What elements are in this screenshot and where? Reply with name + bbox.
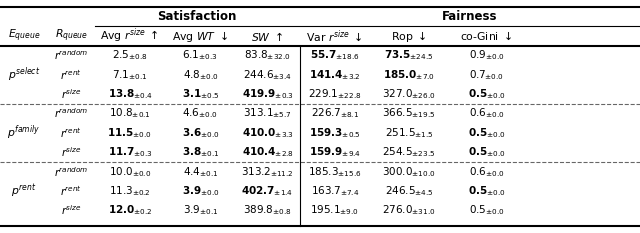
Text: Rop $\downarrow$: Rop $\downarrow$	[391, 29, 427, 44]
Text: $p^{select}$: $p^{select}$	[8, 65, 40, 84]
Text: 3.9$_{\pm0.1}$: 3.9$_{\pm0.1}$	[182, 204, 218, 217]
Text: $r^{random}$: $r^{random}$	[54, 107, 88, 120]
Text: 276.0$_{\pm31.0}$: 276.0$_{\pm31.0}$	[382, 204, 436, 217]
Text: 254.5$_{\pm23.5}$: 254.5$_{\pm23.5}$	[382, 145, 436, 159]
Text: 226.7$_{\pm8.1}$: 226.7$_{\pm8.1}$	[310, 107, 359, 120]
Text: 0.6$_{\pm0.0}$: 0.6$_{\pm0.0}$	[468, 107, 504, 120]
Text: $\mathbf{419.9}$$_{\pm0.3}$: $\mathbf{419.9}$$_{\pm0.3}$	[241, 87, 294, 101]
Text: 4.8$_{\pm0.0}$: 4.8$_{\pm0.0}$	[182, 68, 218, 82]
Text: 246.5$_{\pm4.5}$: 246.5$_{\pm4.5}$	[385, 184, 433, 198]
Text: Satisfaction: Satisfaction	[157, 10, 237, 23]
Text: $\mathbf{141.4}$$_{\pm3.2}$: $\mathbf{141.4}$$_{\pm3.2}$	[309, 68, 360, 82]
Text: 83.8$_{\pm32.0}$: 83.8$_{\pm32.0}$	[244, 48, 291, 62]
Text: $\mathbf{410.4}$$_{\pm2.8}$: $\mathbf{410.4}$$_{\pm2.8}$	[241, 145, 294, 159]
Text: $E_{queue}$: $E_{queue}$	[8, 28, 40, 44]
Text: $\mathbf{0.5}$$_{\pm0.0}$: $\mathbf{0.5}$$_{\pm0.0}$	[468, 145, 505, 159]
Text: $r^{size}$: $r^{size}$	[61, 145, 82, 159]
Text: $\mathbf{159.9}$$_{\pm9.4}$: $\mathbf{159.9}$$_{\pm9.4}$	[308, 145, 361, 159]
Text: 7.1$_{\pm0.1}$: 7.1$_{\pm0.1}$	[112, 68, 148, 82]
Text: 229.1$_{\pm22.8}$: 229.1$_{\pm22.8}$	[308, 87, 362, 101]
Text: Fairness: Fairness	[442, 10, 497, 23]
Text: 4.6$_{\pm0.0}$: 4.6$_{\pm0.0}$	[182, 107, 218, 120]
Text: $\mathbf{410.0}$$_{\pm3.3}$: $\mathbf{410.0}$$_{\pm3.3}$	[241, 126, 294, 140]
Text: 366.5$_{\pm19.5}$: 366.5$_{\pm19.5}$	[382, 107, 436, 120]
Text: $r^{size}$: $r^{size}$	[61, 204, 82, 217]
Text: $\mathbf{73.5}$$_{\pm24.5}$: $\mathbf{73.5}$$_{\pm24.5}$	[385, 48, 433, 62]
Text: $p^{rent}$: $p^{rent}$	[12, 182, 36, 200]
Text: $\mathbf{3.9}$$_{\pm0.0}$: $\mathbf{3.9}$$_{\pm0.0}$	[182, 184, 219, 198]
Text: 163.7$_{\pm7.4}$: 163.7$_{\pm7.4}$	[310, 184, 359, 198]
Text: $\mathbf{12.0}$$_{\pm0.2}$: $\mathbf{12.0}$$_{\pm0.2}$	[108, 204, 152, 217]
Text: $\mathbf{0.5}$$_{\pm0.0}$: $\mathbf{0.5}$$_{\pm0.0}$	[468, 126, 505, 140]
Text: 0.7$_{\pm0.0}$: 0.7$_{\pm0.0}$	[469, 68, 504, 82]
Text: $\mathbf{3.6}$$_{\pm0.0}$: $\mathbf{3.6}$$_{\pm0.0}$	[182, 126, 219, 140]
Text: 0.9$_{\pm0.0}$: 0.9$_{\pm0.0}$	[468, 48, 504, 62]
Text: $\mathbf{3.8}$$_{\pm0.1}$: $\mathbf{3.8}$$_{\pm0.1}$	[182, 145, 219, 159]
Text: $\mathbf{55.7}$$_{\pm18.6}$: $\mathbf{55.7}$$_{\pm18.6}$	[310, 48, 360, 62]
Text: $p^{family}$: $p^{family}$	[8, 124, 40, 142]
Text: $SW$ $\uparrow$: $SW$ $\uparrow$	[252, 30, 284, 43]
Text: Var $r^{size}$ $\downarrow$: Var $r^{size}$ $\downarrow$	[307, 28, 363, 44]
Text: $R_{queue}$: $R_{queue}$	[55, 28, 88, 44]
Text: $\mathbf{402.7}$$_{\pm1.4}$: $\mathbf{402.7}$$_{\pm1.4}$	[241, 184, 294, 198]
Text: $r^{random}$: $r^{random}$	[54, 48, 88, 62]
Text: $\mathbf{0.5}$$_{\pm0.0}$: $\mathbf{0.5}$$_{\pm0.0}$	[468, 87, 505, 101]
Text: $\mathbf{11.7}$$_{\pm0.3}$: $\mathbf{11.7}$$_{\pm0.3}$	[108, 145, 152, 159]
Text: 300.0$_{\pm10.0}$: 300.0$_{\pm10.0}$	[382, 165, 436, 179]
Text: $\mathbf{0.5}$$_{\pm0.0}$: $\mathbf{0.5}$$_{\pm0.0}$	[468, 184, 505, 198]
Text: $r^{rent}$: $r^{rent}$	[60, 68, 83, 82]
Text: 185.3$_{\pm15.6}$: 185.3$_{\pm15.6}$	[308, 165, 362, 179]
Text: 195.1$_{\pm9.0}$: 195.1$_{\pm9.0}$	[310, 204, 359, 217]
Text: 11.3$_{\pm0.2}$: 11.3$_{\pm0.2}$	[109, 184, 151, 198]
Text: 2.5$_{\pm0.8}$: 2.5$_{\pm0.8}$	[112, 48, 148, 62]
Text: Avg $r^{size}$ $\uparrow$: Avg $r^{size}$ $\uparrow$	[100, 27, 159, 45]
Text: $r^{random}$: $r^{random}$	[54, 165, 88, 179]
Text: $r^{rent}$: $r^{rent}$	[60, 126, 83, 140]
Text: $r^{size}$: $r^{size}$	[61, 87, 82, 101]
Text: 313.1$_{\pm5.7}$: 313.1$_{\pm5.7}$	[243, 107, 292, 120]
Text: 10.8$_{\pm0.1}$: 10.8$_{\pm0.1}$	[109, 107, 151, 120]
Text: 327.0$_{\pm26.0}$: 327.0$_{\pm26.0}$	[382, 87, 436, 101]
Text: 251.5$_{\pm1.5}$: 251.5$_{\pm1.5}$	[385, 126, 433, 140]
Text: 313.2$_{\pm11.2}$: 313.2$_{\pm11.2}$	[241, 165, 294, 179]
Text: 4.4$_{\pm0.1}$: 4.4$_{\pm0.1}$	[182, 165, 218, 179]
Text: co-Gini $\downarrow$: co-Gini $\downarrow$	[460, 30, 513, 42]
Text: 0.6$_{\pm0.0}$: 0.6$_{\pm0.0}$	[468, 165, 504, 179]
Text: Avg $WT$ $\downarrow$: Avg $WT$ $\downarrow$	[172, 29, 228, 44]
Text: $r^{rent}$: $r^{rent}$	[60, 184, 83, 198]
Text: $\mathbf{159.3}$$_{\pm0.5}$: $\mathbf{159.3}$$_{\pm0.5}$	[308, 126, 361, 140]
Text: $\mathbf{11.5}$$_{\pm0.0}$: $\mathbf{11.5}$$_{\pm0.0}$	[108, 126, 152, 140]
Text: $\mathbf{3.1}$$_{\pm0.5}$: $\mathbf{3.1}$$_{\pm0.5}$	[182, 87, 219, 101]
Text: 0.5$_{\pm0.0}$: 0.5$_{\pm0.0}$	[468, 204, 504, 217]
Text: 244.6$_{\pm3.4}$: 244.6$_{\pm3.4}$	[243, 68, 292, 82]
Text: 6.1$_{\pm0.3}$: 6.1$_{\pm0.3}$	[182, 48, 218, 62]
Text: $\mathbf{185.0}$$_{\pm7.0}$: $\mathbf{185.0}$$_{\pm7.0}$	[383, 68, 435, 82]
Text: 389.8$_{\pm0.8}$: 389.8$_{\pm0.8}$	[243, 204, 292, 217]
Text: $\mathbf{13.8}$$_{\pm0.4}$: $\mathbf{13.8}$$_{\pm0.4}$	[108, 87, 152, 101]
Text: 10.0$_{\pm0.0}$: 10.0$_{\pm0.0}$	[109, 165, 151, 179]
